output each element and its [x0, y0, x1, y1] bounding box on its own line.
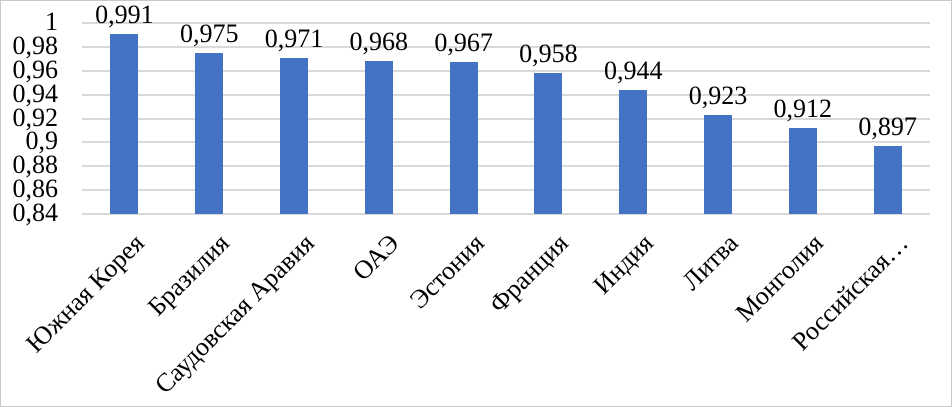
- bar-value-label: 0,923: [688, 80, 748, 110]
- y-tick-label: 1: [45, 7, 58, 36]
- y-tick-label: 0,9: [25, 126, 59, 156]
- bar: [280, 57, 308, 214]
- bar-value-label: 0,991: [95, 0, 154, 29]
- gridline: [82, 189, 930, 192]
- gridline: [82, 117, 930, 120]
- y-tick-label: 0,96: [12, 54, 59, 84]
- y-tick-label: 0,98: [12, 30, 59, 60]
- bar: [195, 52, 224, 214]
- bar-value-label: 0,971: [264, 23, 324, 53]
- y-tick-label: 0,94: [12, 78, 59, 108]
- bar: [449, 62, 478, 214]
- bar-value-label: 0,944: [603, 55, 663, 85]
- bar: [364, 61, 393, 214]
- y-tick-label: 0,92: [12, 102, 59, 132]
- y-tick-label: 0,86: [12, 174, 59, 204]
- gridline: [82, 93, 930, 96]
- gridline: [82, 141, 930, 144]
- gridline: [82, 213, 930, 215]
- gridline: [82, 22, 930, 24]
- y-tick-label: 0,84: [12, 198, 59, 227]
- bar-value-label: 0,958: [519, 39, 578, 69]
- gridline: [82, 69, 930, 72]
- gridline: [82, 45, 930, 48]
- bar: [704, 114, 732, 214]
- bar: [788, 128, 817, 214]
- bar-value-label: 0,912: [773, 94, 833, 124]
- gridline: [82, 165, 930, 168]
- bar: [110, 33, 139, 214]
- bar: [873, 145, 902, 214]
- bar: [534, 73, 563, 214]
- bar-value-label: 0,975: [179, 18, 239, 48]
- bar-value-label: 0,967: [434, 28, 493, 58]
- bar-value-label: 0,968: [349, 27, 409, 57]
- y-tick-label: 0,88: [12, 150, 59, 180]
- bar-value-label: 0,897: [858, 111, 917, 141]
- bar: [619, 89, 648, 214]
